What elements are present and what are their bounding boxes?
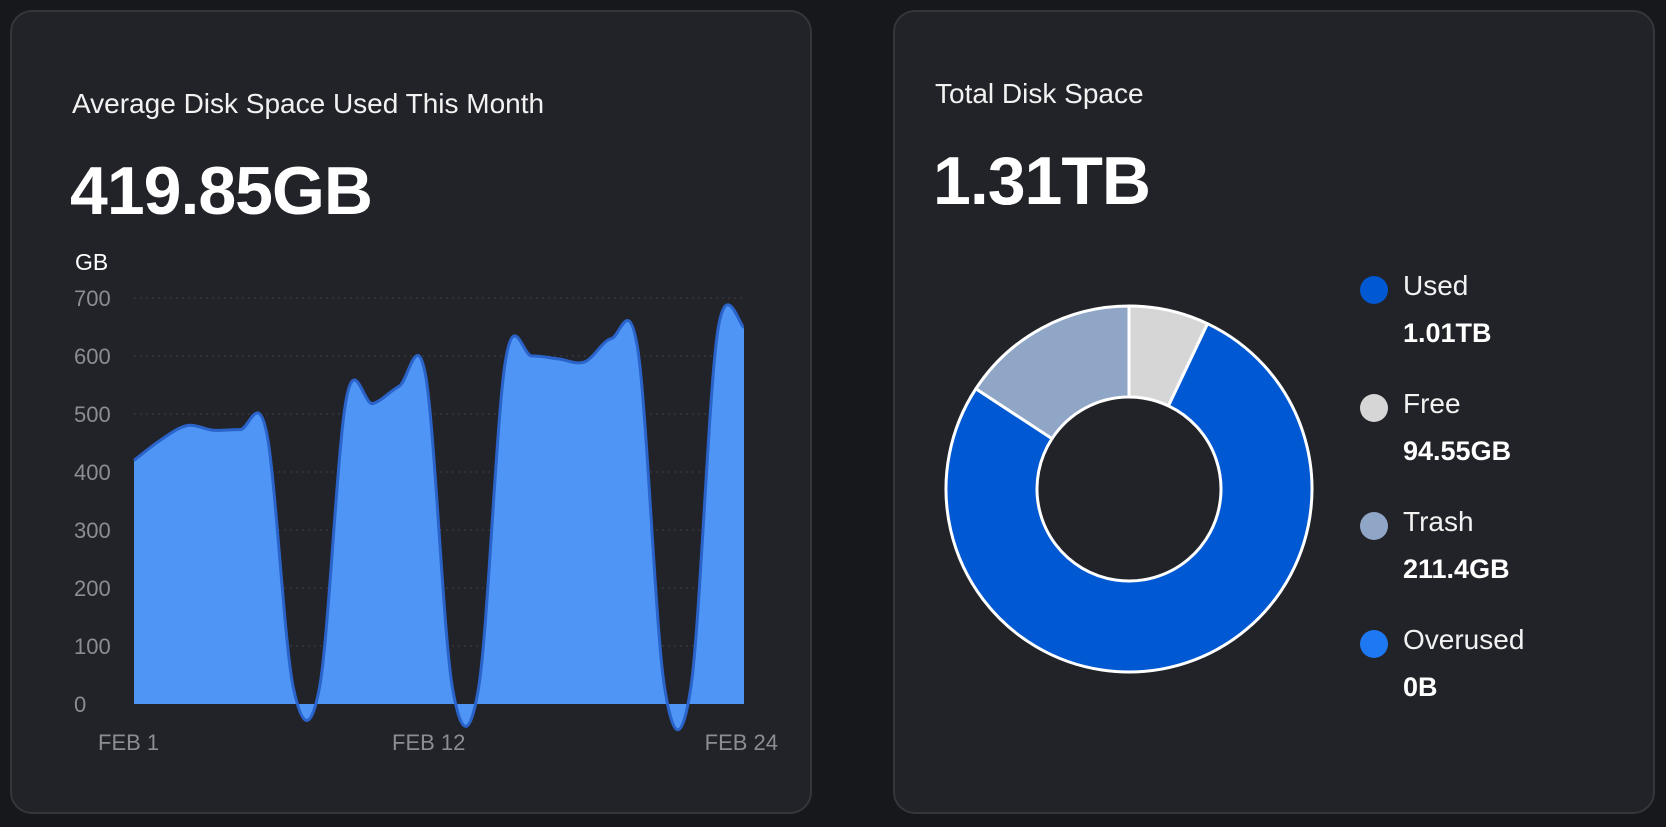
y-tick-label: 400	[74, 460, 111, 485]
legend-label-overused: Overused	[1403, 624, 1525, 655]
donut-slice-trash	[974, 304, 1131, 441]
legend-value-trash: 211.4GB	[1403, 554, 1510, 584]
disk-space-donut-chart	[944, 304, 1314, 674]
legend-value-overused: 0B	[1403, 672, 1438, 702]
legend-label-free: Free	[1403, 388, 1461, 419]
y-tick-label: 700	[74, 286, 111, 311]
donut-slice-used	[944, 322, 1314, 674]
legend-swatch-overused	[1360, 630, 1388, 658]
y-tick-label: 200	[74, 576, 111, 601]
y-axis-label: GB	[75, 249, 108, 275]
legend-value-used: 1.01TB	[1403, 318, 1492, 348]
y-tick-label: 100	[74, 634, 111, 659]
legend-item-overused: Overused 0B	[1360, 624, 1630, 742]
x-tick-label: FEB 1	[98, 730, 159, 755]
legend-swatch-trash	[1360, 512, 1388, 540]
total-disk-space-title: Total Disk Space	[935, 78, 1144, 109]
disk-usage-area-chart: GB 0 100 200 300 400 500 600 700 FEB 1 FEB 12 FEB 2…	[74, 249, 778, 755]
legend-label-trash: Trash	[1403, 506, 1474, 537]
x-tick-label: FEB 12	[392, 730, 465, 755]
y-tick-label: 500	[74, 402, 111, 427]
donut-legend: Used 1.01TB Free 94.55GB Trash 211.4GB O…	[1360, 270, 1630, 742]
average-disk-space-card: Average Disk Space Used This Month 419.8…	[10, 10, 812, 814]
y-tick-label: 600	[74, 344, 111, 369]
series-line	[133, 303, 746, 732]
legend-swatch-free	[1360, 394, 1388, 422]
area-fill	[134, 304, 744, 730]
legend-label-used: Used	[1403, 270, 1469, 301]
total-disk-space-value: 1.31TB	[933, 143, 1151, 219]
average-disk-space-value: 419.85GB	[70, 153, 373, 229]
x-tick-label: FEB 24	[705, 730, 778, 755]
total-disk-space-card: Total Disk Space 1.31TB Used 1.01TB Free…	[893, 10, 1655, 814]
y-tick-label: 300	[74, 518, 111, 543]
legend-value-free: 94.55GB	[1403, 436, 1512, 466]
y-tick-label: 0	[74, 692, 86, 717]
legend-item-used: Used 1.01TB	[1360, 270, 1630, 388]
legend-swatch-used	[1360, 276, 1388, 304]
average-disk-space-title: Average Disk Space Used This Month	[72, 88, 545, 119]
legend-item-free: Free 94.55GB	[1360, 388, 1630, 506]
legend-item-trash: Trash 211.4GB	[1360, 506, 1630, 624]
